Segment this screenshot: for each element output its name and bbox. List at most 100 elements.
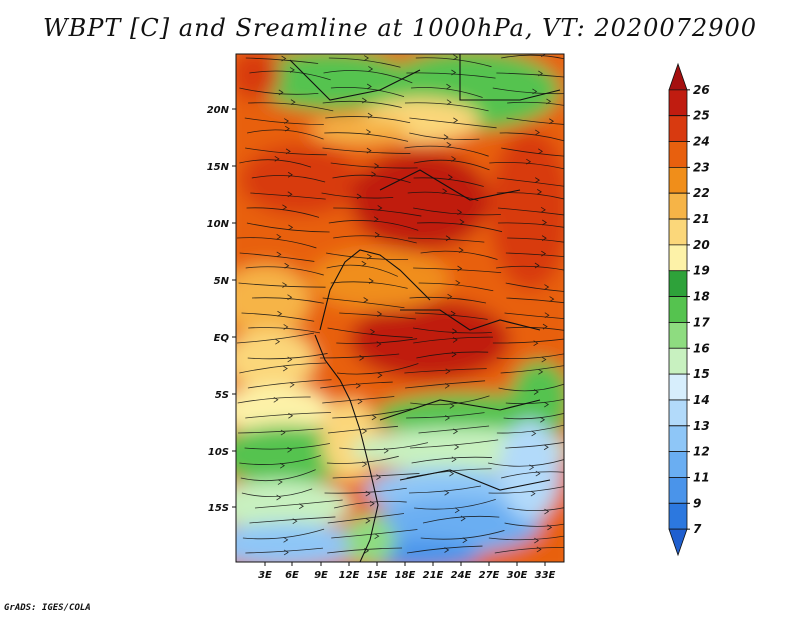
streamline-arrow [529,464,535,471]
streamline [409,132,480,140]
streamline [500,471,564,479]
streamline [413,159,490,171]
streamline [248,102,334,112]
colorbar-label: 16 [693,341,710,355]
colorbar-label: 20 [693,238,710,252]
streamline-arrow [446,142,452,148]
streamline-arrow [287,294,293,301]
streamline-arrow [462,537,468,544]
streamline-arrow [549,296,555,302]
streamline [404,145,489,157]
streamline-arrow [374,163,380,169]
streamline [248,327,321,334]
streamline-arrow [542,323,548,330]
streamline [405,380,486,389]
map-frame [235,53,565,563]
lon-label: 6E [285,570,299,581]
streamline-arrow [278,89,284,96]
streamline-arrow [362,428,368,434]
streamline [407,237,485,243]
streamline [245,412,331,419]
streamline [239,362,327,374]
streamline-arrow [452,337,458,343]
streamline [496,72,564,78]
streamline-arrow [368,66,374,72]
streamline [487,459,564,467]
lat-label: 5N [214,276,230,287]
streamline-arrow [453,117,459,124]
streamline-arrow [371,171,377,178]
colorbar-segment [668,296,688,323]
colorbar-label: 23 [693,160,710,174]
streamline-arrow [298,503,304,510]
streamline [250,192,326,200]
streamline [339,442,429,451]
streamline-arrow [442,188,448,195]
streamline-arrow [455,280,461,286]
streamline-arrow [445,415,451,421]
streamline-arrow [367,112,373,119]
streamline-arrow [357,398,363,405]
streamline-arrow [543,444,549,451]
streamline [505,252,564,258]
streamline-arrow [443,134,449,140]
streamline-arrow [284,262,290,269]
streamline-arrow [447,174,453,181]
streamline-arrow [457,209,463,216]
streamline-arrow [540,416,546,423]
streamline [333,235,417,244]
streamline [488,486,564,494]
colorbar-segment [668,502,688,530]
lon-label: 9E [314,570,328,581]
streamline-arrow [538,70,544,77]
streamline-arrow [277,479,283,485]
country-boundaries [289,54,561,562]
streamline-arrow [534,537,540,544]
streamline [409,296,487,304]
streamline-arrow [540,206,546,213]
streamline-arrow [542,219,548,226]
streamline [332,174,411,184]
streamline-arrow [451,69,457,76]
streamline-arrow [538,148,543,155]
streamline-arrow [276,494,282,501]
streamline-arrow [273,396,279,403]
streamline [498,222,564,228]
streamline-arrow [451,351,457,358]
credit-label: GrADS: IGES/COLA [4,603,91,613]
streamline [244,443,330,450]
lon-label: 12E [339,570,360,581]
streamline-arrow [533,389,539,395]
colorbar-label: 19 [693,264,710,278]
colorbar-label: 7 [693,522,702,536]
streamline-arrow [544,312,550,319]
streamline [330,281,408,289]
lon-label: 3E [258,570,272,581]
streamline [322,297,405,309]
streamline-arrow [534,129,540,136]
streamline-arrow [373,216,379,223]
streamline-arrow [453,428,459,435]
colorbar-segment [668,270,688,297]
colorbar-label: 17 [693,315,710,329]
streamline-arrow [284,118,289,124]
streamline-arrow [454,507,460,514]
lat-label: 15S [208,503,229,514]
streamline [323,70,413,84]
streamline [336,338,418,344]
streamline-arrow [283,324,289,330]
streamline [239,87,319,95]
streamline [241,488,313,498]
streamline-arrow [537,189,542,195]
streamline-arrow [355,382,361,389]
streamline-arrow [282,365,288,372]
streamline-arrow [276,251,282,258]
streamline-arrow [368,278,374,284]
streamline-arrow [359,355,365,361]
streamline-arrow [538,368,544,375]
streamline [322,147,411,154]
streamline [492,338,564,344]
streamline-arrow [365,490,371,497]
streamline [249,516,336,524]
